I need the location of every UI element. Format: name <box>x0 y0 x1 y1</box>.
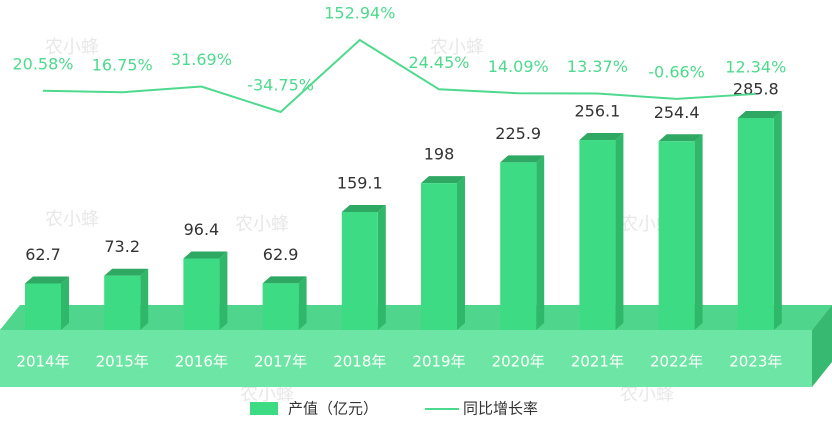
bar <box>183 258 220 330</box>
bar-top <box>341 204 386 212</box>
bar <box>579 140 616 330</box>
bar-top <box>421 176 465 184</box>
bar-side <box>140 268 149 330</box>
watermark: 农小蜂 <box>235 214 289 235</box>
data-label: 16.75% <box>92 56 153 75</box>
bar <box>104 275 141 330</box>
data-label: 14.09% <box>488 57 549 76</box>
data-label: 96.4 <box>184 220 220 239</box>
bar-top <box>500 155 545 163</box>
watermark: 农小蜂 <box>45 209 99 230</box>
data-label: 254.4 <box>654 103 700 122</box>
x-tick-label: 2018年 <box>333 353 386 371</box>
bar <box>262 283 299 330</box>
watermark: 农小蜂 <box>45 37 99 58</box>
bar-side <box>457 176 465 330</box>
bar-side <box>615 133 624 330</box>
data-label: 20.58% <box>12 54 73 73</box>
watermark: 农小蜂 <box>240 384 294 405</box>
watermarks: 农小蜂 农小蜂 农小蜂 农小蜂 农小蜂 农小蜂 农小蜂 <box>45 37 674 405</box>
bar <box>500 162 537 330</box>
data-label: 152.94% <box>324 4 395 23</box>
data-label: -34.75% <box>247 76 314 95</box>
legend-label: 产值（亿元） <box>288 400 378 418</box>
bar <box>658 141 695 330</box>
platform-side <box>812 305 832 387</box>
data-label: 12.34% <box>725 57 786 76</box>
x-tick-label: 2019年 <box>412 353 465 371</box>
bar-side <box>298 276 307 330</box>
x-tick-label: 2020年 <box>492 353 545 371</box>
bar-side <box>773 111 782 330</box>
legend-swatch <box>250 402 278 415</box>
data-label: 256.1 <box>574 102 620 121</box>
data-label: 31.69% <box>171 50 232 69</box>
bar-top <box>183 251 228 259</box>
data-label: 198 <box>424 145 455 164</box>
bar <box>421 183 457 330</box>
bar-side <box>61 276 69 330</box>
bar-top <box>25 276 69 284</box>
watermark: 农小蜂 <box>430 37 484 58</box>
data-label: -0.66% <box>648 62 705 81</box>
bar-top <box>658 134 703 142</box>
bar-side <box>536 155 545 330</box>
watermark: 农小蜂 <box>620 384 674 405</box>
data-label: 13.37% <box>567 57 628 76</box>
data-label: 73.2 <box>104 237 140 256</box>
x-tick-label: 2022年 <box>650 353 703 371</box>
legend-label: 同比增长率 <box>463 400 538 418</box>
data-label: 159.1 <box>337 173 383 192</box>
x-tick-label: 2015年 <box>96 353 149 371</box>
data-label: 225.9 <box>495 124 541 143</box>
x-tick-label: 2021年 <box>571 353 624 371</box>
bar <box>25 283 61 330</box>
bar-side <box>694 134 703 330</box>
x-tick-label: 2016年 <box>175 353 228 371</box>
bar-top <box>104 268 149 276</box>
bar-side <box>219 251 228 330</box>
x-tick-label: 2023年 <box>729 353 782 371</box>
line <box>42 38 756 114</box>
bar <box>737 118 774 330</box>
bar-top <box>579 133 624 141</box>
x-tick-label: 2014年 <box>16 353 69 371</box>
data-label: 62.9 <box>263 245 299 264</box>
bar-top <box>262 276 307 284</box>
data-label: 62.7 <box>25 245 61 264</box>
bar-side <box>377 204 386 330</box>
data-label: 24.45% <box>408 53 469 72</box>
bar <box>341 211 378 330</box>
platform-front <box>0 330 812 387</box>
x-tick-label: 2017年 <box>254 353 307 371</box>
bar-top <box>737 111 782 118</box>
